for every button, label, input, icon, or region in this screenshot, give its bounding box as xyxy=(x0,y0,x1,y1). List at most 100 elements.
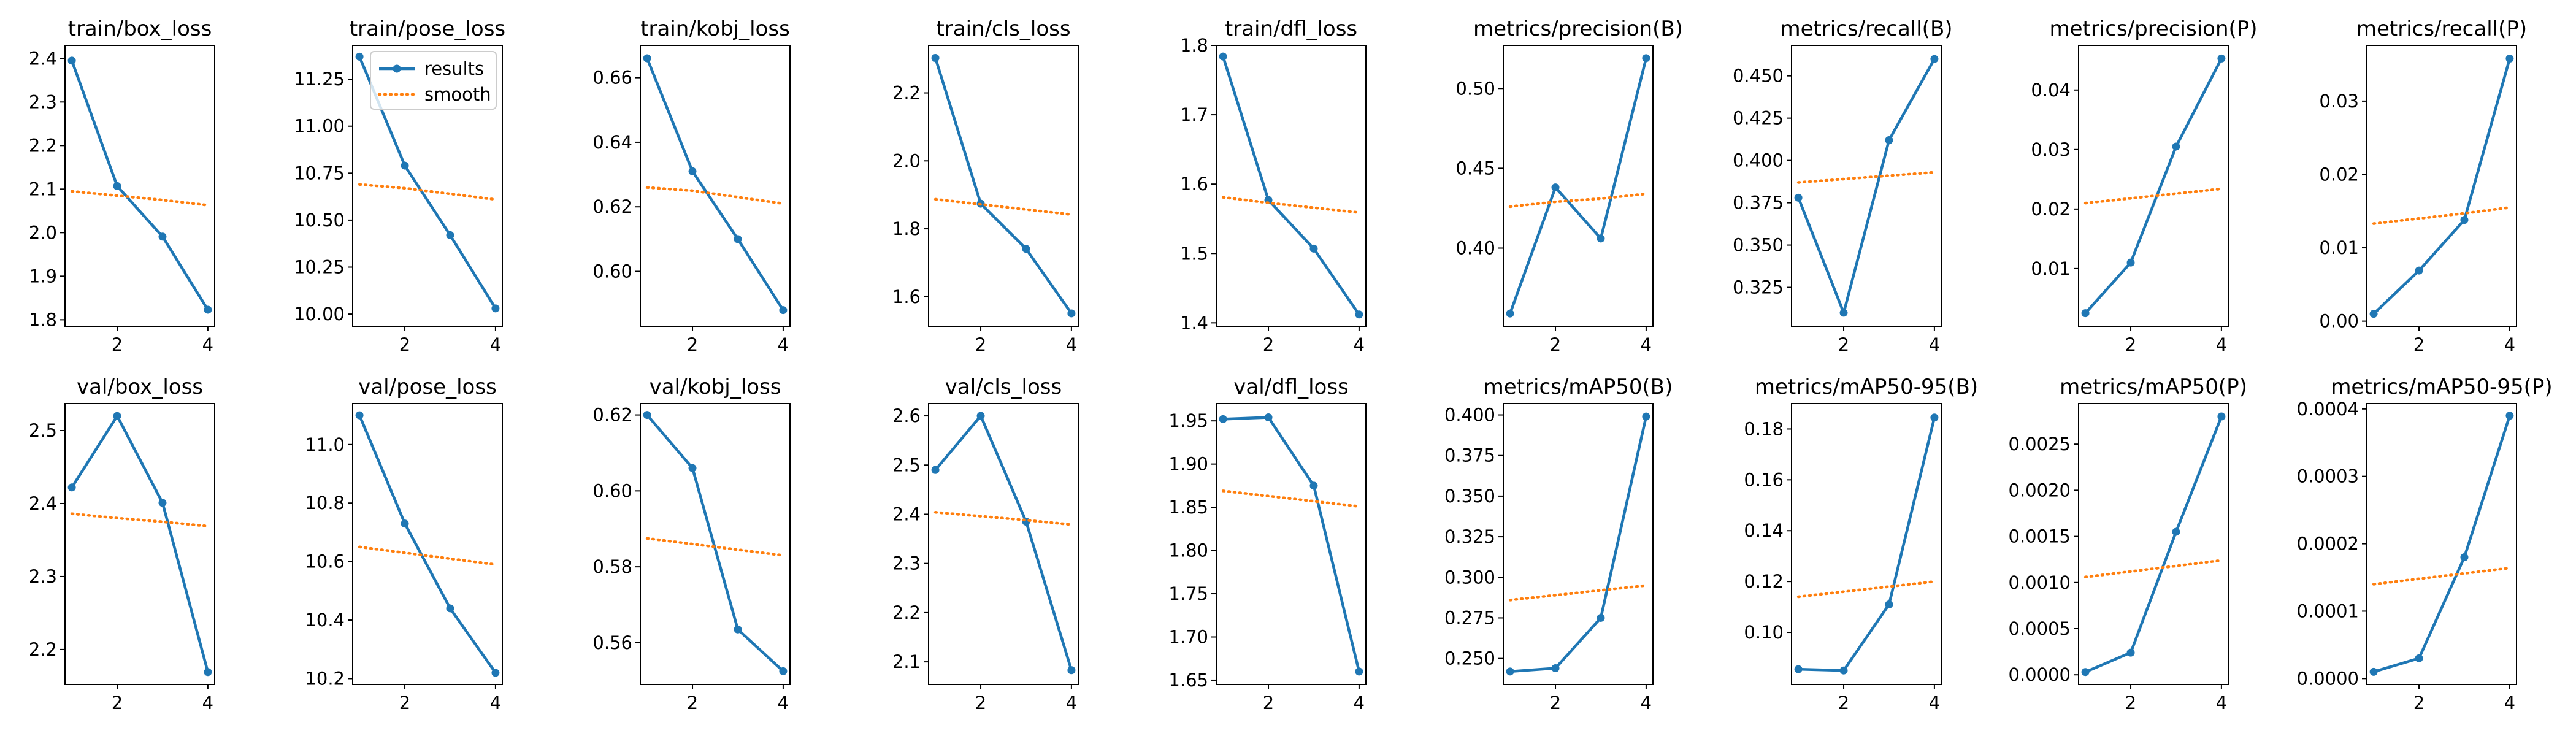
x-tick-label: 2 xyxy=(2413,692,2425,713)
y-tick-label: 10.25 xyxy=(294,256,345,277)
x-tick-label: 4 xyxy=(778,334,789,355)
x-tick-label: 2 xyxy=(112,334,123,355)
subplot-metrics-precision-p-: metrics/precision(P) 0.01 0.02 0.03 0.04 2 4 xyxy=(2031,17,2257,355)
results-line xyxy=(646,58,784,311)
y-tick-label: 0.375 xyxy=(1444,445,1495,466)
smooth-line xyxy=(1508,192,1648,209)
y-tick-label: 10.4 xyxy=(305,610,345,631)
results-point xyxy=(67,483,76,492)
axes-frame xyxy=(64,45,215,327)
y-tick-label: 0.02 xyxy=(2319,164,2359,185)
results-line xyxy=(646,414,784,672)
axes-frame xyxy=(2366,45,2517,327)
y-tick-label: 0.350 xyxy=(1733,235,1784,256)
results-line xyxy=(71,414,210,673)
y-tick-label: 0.425 xyxy=(1733,108,1784,129)
smooth-line xyxy=(645,186,785,205)
legend-results-label: results xyxy=(424,58,484,79)
results-point xyxy=(1309,481,1318,490)
results-point xyxy=(401,519,409,528)
y-tick-label: 1.6 xyxy=(1180,174,1208,194)
results-point xyxy=(1264,413,1273,422)
y-tick-label: 2.1 xyxy=(892,651,921,672)
y-tick-label: 0.10 xyxy=(1744,622,1784,643)
axes-frame xyxy=(2078,45,2229,327)
subplot-metrics-map50-p-: metrics/mAP50(P) 0.0000 0.0005 0.0010 0.0015… xyxy=(2009,375,2247,713)
results-line xyxy=(358,56,497,310)
results-point xyxy=(2126,648,2135,657)
smooth-line xyxy=(358,545,497,566)
y-tick-label: 2.3 xyxy=(29,566,57,587)
axes-frame xyxy=(640,45,791,327)
results-point xyxy=(2415,654,2423,662)
smooth-line xyxy=(1508,584,1648,602)
y-tick-label: 0.16 xyxy=(1744,469,1784,490)
y-tick-label: 0.62 xyxy=(592,196,632,217)
results-line xyxy=(934,414,1073,671)
y-tick-label: 0.60 xyxy=(592,480,632,501)
subplot-title: val/cls_loss xyxy=(945,375,1062,399)
results-point xyxy=(2217,54,2226,63)
y-tick-label: 0.01 xyxy=(2319,237,2359,258)
results-point xyxy=(1642,412,1650,421)
results-point xyxy=(643,411,651,420)
results-point xyxy=(2369,310,2378,318)
results-line xyxy=(70,60,209,311)
results-point xyxy=(1794,665,1803,673)
y-tick-label: 0.0025 xyxy=(2009,434,2071,454)
y-tick-label: 0.56 xyxy=(592,632,632,653)
x-tick-label: 2 xyxy=(687,334,698,355)
x-tick-label: 4 xyxy=(490,692,501,713)
y-tick-label: 0.40 xyxy=(1455,237,1495,258)
x-tick-label: 2 xyxy=(399,692,410,713)
y-tick-label: 10.00 xyxy=(294,304,345,324)
y-tick-label: 0.03 xyxy=(2319,91,2359,112)
results-point xyxy=(158,232,167,241)
legend-results-marker xyxy=(393,64,401,73)
results-point xyxy=(931,53,940,62)
x-tick-label: 4 xyxy=(490,334,501,355)
y-tick-label: 11.0 xyxy=(305,434,345,455)
results-point xyxy=(113,412,121,420)
x-tick-label: 4 xyxy=(2216,692,2227,713)
y-tick-label: 2.5 xyxy=(892,454,921,475)
y-tick-label: 1.75 xyxy=(1168,583,1208,604)
results-point xyxy=(1355,310,1363,319)
subplot-val-kobj-loss: val/kobj_loss 0.56 0.58 0.60 0.62 2 4 xyxy=(592,375,791,713)
axes-frame xyxy=(1216,45,1367,327)
y-tick-label: 0.450 xyxy=(1733,66,1784,86)
smooth-line xyxy=(358,183,497,201)
y-tick-label: 0.0005 xyxy=(2009,618,2071,639)
y-tick-label: 0.350 xyxy=(1444,486,1495,507)
x-tick-label: 4 xyxy=(778,692,789,713)
y-tick-label: 0.300 xyxy=(1444,567,1495,588)
subplot-title: metrics/precision(P) xyxy=(2049,17,2257,41)
y-tick-label: 10.2 xyxy=(305,668,345,689)
subplot-train-box-loss: train/box_loss 1.8 1.9 2.0 2.1 2.2 2.3 2.4 2 4 xyxy=(29,17,215,355)
y-tick-label: 2.4 xyxy=(29,493,57,514)
subplot-val-dfl-loss: val/dfl_loss 1.65 1.70 1.75 1.80 1.85 1.90 1.95… xyxy=(1168,375,1367,713)
y-tick-label: 2.0 xyxy=(29,222,57,243)
results-point xyxy=(779,667,788,675)
results-point xyxy=(1930,55,1939,63)
y-tick-label: 0.0003 xyxy=(2297,466,2359,487)
x-tick-label: 4 xyxy=(1066,692,1077,713)
y-tick-label: 1.65 xyxy=(1168,670,1208,691)
smooth-line xyxy=(1796,171,1936,184)
results-point xyxy=(1219,52,1227,61)
y-tick-label: 0.250 xyxy=(1444,648,1495,669)
subplot-title: train/cls_loss xyxy=(936,17,1070,41)
results-point xyxy=(2460,553,2469,562)
results-point xyxy=(113,182,121,190)
subplot-val-cls-loss: val/cls_loss 2.1 2.2 2.3 2.4 2.5 2.6 2 4 xyxy=(892,375,1079,713)
results-point xyxy=(2505,412,2514,420)
results-point xyxy=(1597,234,1605,243)
x-tick-label: 2 xyxy=(687,692,698,713)
results-point xyxy=(1642,54,1650,63)
x-tick-label: 4 xyxy=(1354,334,1365,355)
results-point xyxy=(931,466,940,474)
y-tick-label: 0.0004 xyxy=(2297,399,2359,420)
subplot-title: metrics/recall(B) xyxy=(1780,17,1952,41)
subplot-val-box-loss: val/box_loss 2.2 2.3 2.4 2.5 2 4 xyxy=(29,375,215,713)
y-tick-label: 2.2 xyxy=(892,83,921,104)
